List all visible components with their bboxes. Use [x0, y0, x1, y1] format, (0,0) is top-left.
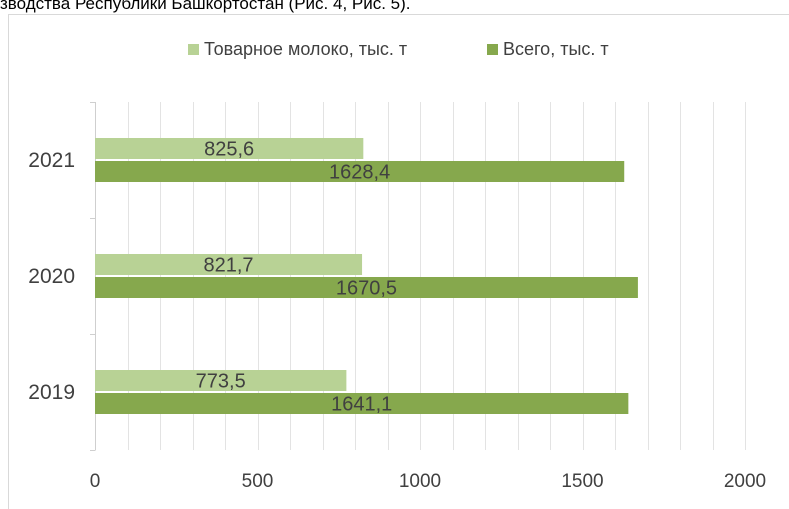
legend-label: Всего, тыс. т — [503, 39, 609, 59]
data-label: 1628,4 — [329, 162, 390, 184]
chart-frame — [8, 14, 789, 509]
page-caption-text: зводства Республики Башкортостан (Рис. 4… — [0, 0, 411, 13]
legend-swatch — [188, 44, 199, 55]
data-label: 821,7 — [203, 255, 253, 277]
y-tick-label: 2019 — [28, 381, 75, 404]
data-label: 773,5 — [196, 371, 246, 393]
x-tick-label: 1500 — [561, 471, 603, 492]
bar — [95, 161, 625, 182]
bar — [95, 370, 347, 391]
bar — [95, 393, 629, 414]
x-tick-label: 0 — [90, 471, 101, 492]
legend-label: Товарное молоко, тыс. т — [204, 39, 407, 59]
legend-swatch — [487, 44, 498, 55]
y-tick-label: 2021 — [28, 149, 75, 172]
x-tick-label: 500 — [242, 471, 274, 492]
y-tick-label: 2020 — [28, 265, 75, 288]
data-label: 1670,5 — [336, 278, 397, 300]
bar — [95, 254, 363, 275]
bar — [95, 138, 364, 159]
x-tick-label: 2000 — [724, 471, 766, 492]
data-label: 1641,1 — [331, 394, 392, 416]
data-label: 825,6 — [204, 139, 254, 161]
x-tick-label: 1000 — [399, 471, 441, 492]
bar — [95, 277, 638, 298]
